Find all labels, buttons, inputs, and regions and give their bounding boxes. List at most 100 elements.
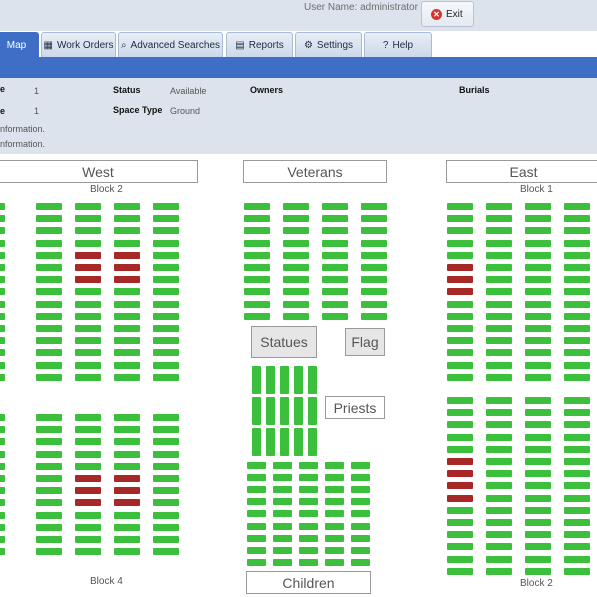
burial-plot-available[interactable] bbox=[36, 487, 62, 495]
burial-plot-available[interactable] bbox=[280, 436, 289, 444]
burial-plot-occupied[interactable] bbox=[447, 470, 473, 478]
burial-plot-available[interactable] bbox=[153, 475, 179, 482]
burial-plot-available[interactable] bbox=[266, 428, 275, 435]
burial-plot-available[interactable] bbox=[36, 536, 62, 543]
burial-plot-available[interactable] bbox=[244, 215, 270, 223]
burial-plot-available[interactable] bbox=[525, 519, 551, 526]
burial-plot-available[interactable] bbox=[280, 428, 289, 435]
burial-plot-available[interactable] bbox=[252, 444, 261, 452]
burial-plot-available[interactable] bbox=[153, 450, 179, 458]
burial-plot-available[interactable] bbox=[75, 349, 101, 357]
burial-plot-available[interactable] bbox=[153, 511, 179, 519]
burial-plot-available[interactable] bbox=[564, 251, 590, 259]
burial-plot-available[interactable] bbox=[114, 548, 140, 556]
burial-plot-available[interactable] bbox=[486, 276, 512, 284]
burial-plot-available[interactable] bbox=[299, 498, 318, 506]
burial-plot-available[interactable] bbox=[564, 555, 590, 563]
burial-plot-available[interactable] bbox=[75, 426, 101, 434]
burial-plot-available[interactable] bbox=[266, 405, 275, 413]
burial-plot-available[interactable] bbox=[114, 300, 140, 308]
burial-plot-available[interactable] bbox=[525, 361, 551, 369]
burial-plot-available[interactable] bbox=[325, 534, 344, 542]
burial-plot-available[interactable] bbox=[361, 215, 387, 223]
burial-plot-available[interactable] bbox=[75, 337, 101, 345]
burial-plot-available[interactable] bbox=[447, 567, 473, 575]
burial-plot-available[interactable] bbox=[75, 215, 101, 223]
burial-plot-available[interactable] bbox=[447, 203, 473, 210]
burial-plot-available[interactable] bbox=[266, 401, 275, 409]
burial-plot-available[interactable] bbox=[294, 382, 303, 390]
burial-plot-available[interactable] bbox=[361, 239, 387, 247]
burial-plot-available[interactable] bbox=[564, 288, 590, 296]
burial-plot-available[interactable] bbox=[280, 418, 289, 425]
burial-plot-available[interactable] bbox=[525, 227, 551, 235]
burial-plot-available[interactable] bbox=[525, 349, 551, 357]
burial-plot-available[interactable] bbox=[308, 440, 317, 448]
burial-plot-available[interactable] bbox=[564, 373, 590, 381]
burial-plot-available[interactable] bbox=[486, 203, 512, 210]
burial-plot-available[interactable] bbox=[283, 276, 309, 284]
burial-plot-available[interactable] bbox=[0, 462, 5, 470]
burial-plot-available[interactable] bbox=[36, 251, 62, 259]
burial-plot-available[interactable] bbox=[486, 288, 512, 296]
burial-plot-available[interactable] bbox=[252, 418, 261, 425]
burial-plot-available[interactable] bbox=[299, 486, 318, 494]
burial-plot-available[interactable] bbox=[361, 312, 387, 320]
burial-plot-available[interactable] bbox=[525, 215, 551, 223]
burial-plot-available[interactable] bbox=[283, 239, 309, 247]
burial-plot-available[interactable] bbox=[525, 494, 551, 502]
burial-plot-available[interactable] bbox=[153, 325, 179, 332]
burial-plot-available[interactable] bbox=[564, 325, 590, 332]
burial-plot-available[interactable] bbox=[447, 397, 473, 404]
burial-plot-available[interactable] bbox=[325, 522, 344, 530]
burial-plot-available[interactable] bbox=[273, 498, 292, 506]
burial-plot-available[interactable] bbox=[36, 450, 62, 458]
burial-plot-available[interactable] bbox=[266, 449, 275, 456]
burial-plot-available[interactable] bbox=[252, 413, 261, 421]
burial-plot-available[interactable] bbox=[525, 239, 551, 247]
burial-plot-available[interactable] bbox=[75, 511, 101, 519]
burial-plot-available[interactable] bbox=[114, 337, 140, 345]
burial-plot-available[interactable] bbox=[36, 523, 62, 531]
burial-plot-available[interactable] bbox=[252, 409, 261, 417]
burial-plot-available[interactable] bbox=[36, 337, 62, 345]
burial-plot-available[interactable] bbox=[308, 378, 317, 386]
burial-plot-available[interactable] bbox=[299, 510, 318, 518]
burial-plot-available[interactable] bbox=[114, 414, 140, 421]
burial-plot-available[interactable] bbox=[0, 264, 5, 271]
burial-plot-available[interactable] bbox=[525, 325, 551, 332]
burial-plot-available[interactable] bbox=[0, 312, 5, 320]
burial-plot-available[interactable] bbox=[36, 462, 62, 470]
burial-plot-occupied[interactable] bbox=[75, 487, 101, 495]
burial-plot-available[interactable] bbox=[525, 203, 551, 210]
burial-plot-available[interactable] bbox=[564, 337, 590, 345]
burial-plot-available[interactable] bbox=[322, 251, 348, 259]
burial-plot-available[interactable] bbox=[447, 506, 473, 514]
burial-plot-available[interactable] bbox=[294, 405, 303, 413]
burial-plot-available[interactable] bbox=[266, 397, 275, 404]
burial-plot-available[interactable] bbox=[447, 325, 473, 332]
burial-plot-available[interactable] bbox=[447, 409, 473, 417]
burial-plot-available[interactable] bbox=[114, 450, 140, 458]
burial-plot-available[interactable] bbox=[114, 239, 140, 247]
burial-plot-available[interactable] bbox=[525, 397, 551, 404]
burial-plot-available[interactable] bbox=[525, 288, 551, 296]
burial-plot-occupied[interactable] bbox=[447, 494, 473, 502]
burial-plot-occupied[interactable] bbox=[114, 276, 140, 284]
burial-plot-available[interactable] bbox=[294, 397, 303, 404]
burial-plot-available[interactable] bbox=[244, 227, 270, 235]
burial-plot-available[interactable] bbox=[247, 546, 266, 554]
burial-plot-available[interactable] bbox=[525, 421, 551, 429]
burial-plot-available[interactable] bbox=[247, 534, 266, 542]
burial-plot-available[interactable] bbox=[0, 203, 5, 210]
burial-plot-available[interactable] bbox=[486, 409, 512, 417]
burial-plot-available[interactable] bbox=[564, 397, 590, 404]
burial-plot-available[interactable] bbox=[252, 374, 261, 382]
burial-plot-available[interactable] bbox=[486, 215, 512, 223]
burial-plot-available[interactable] bbox=[0, 523, 5, 531]
burial-plot-available[interactable] bbox=[114, 203, 140, 210]
burial-plot-available[interactable] bbox=[0, 438, 5, 446]
burial-plot-available[interactable] bbox=[447, 239, 473, 247]
burial-plot-available[interactable] bbox=[525, 506, 551, 514]
burial-plot-available[interactable] bbox=[294, 374, 303, 382]
